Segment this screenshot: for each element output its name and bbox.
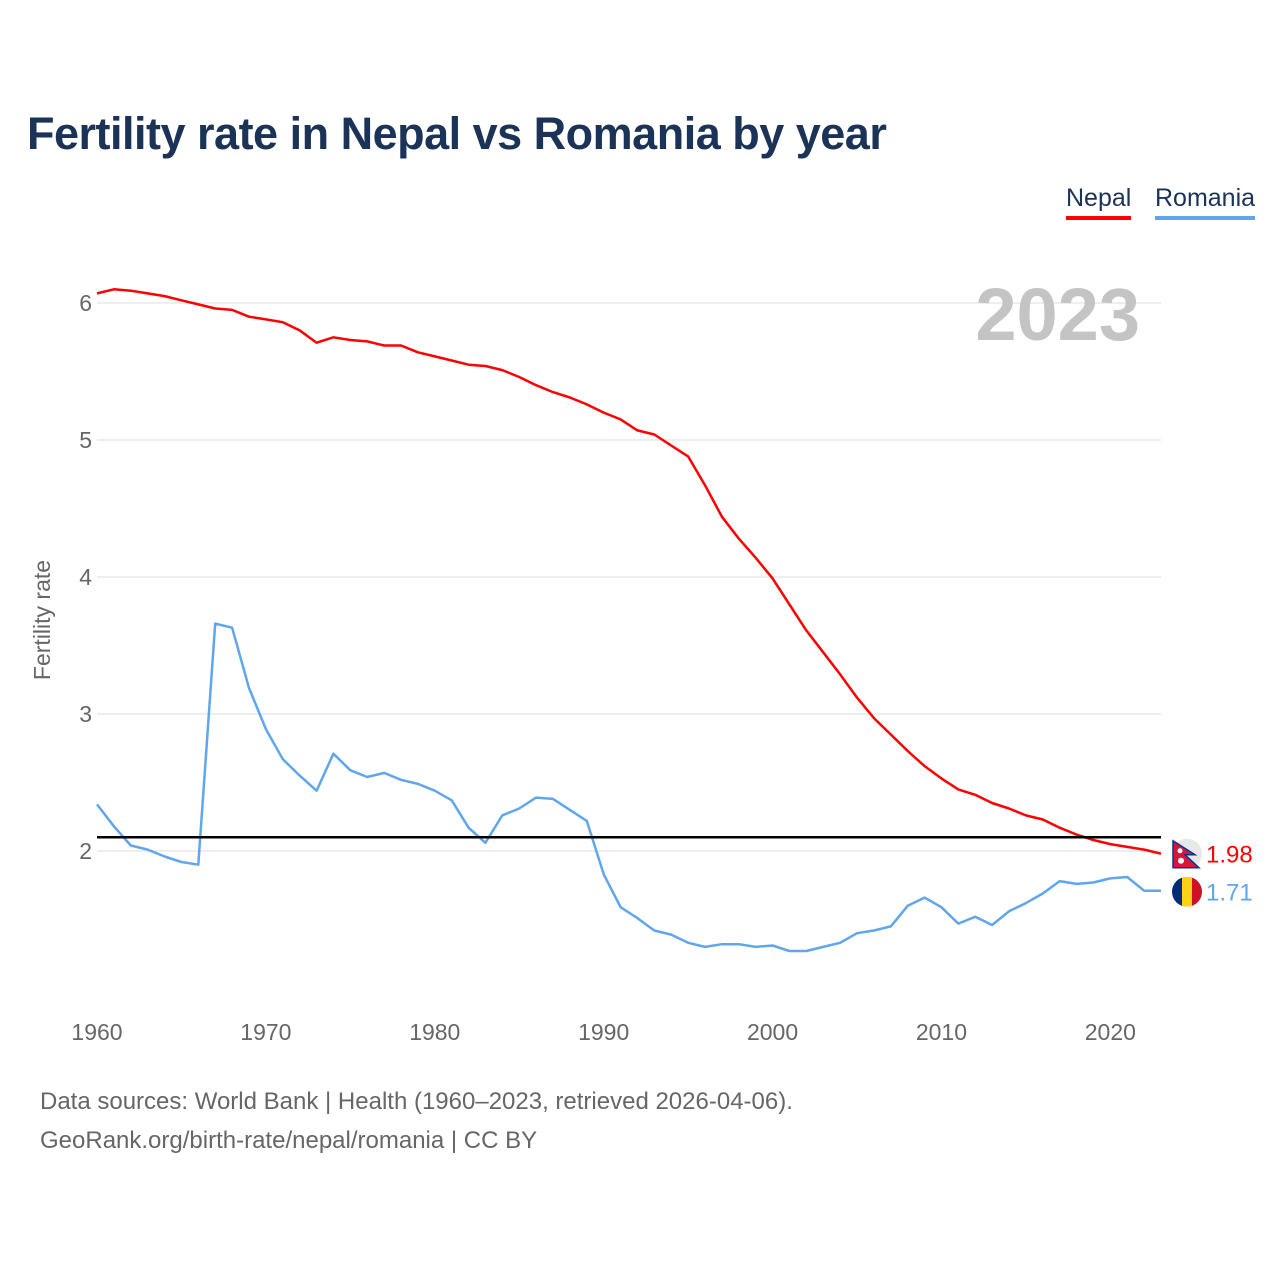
x-tick-label: 1980 bbox=[409, 1019, 460, 1045]
footer-credit[interactable]: GeoRank.org/birth-rate/nepal/romania | C… bbox=[40, 1127, 538, 1154]
y-tick-label: 4 bbox=[79, 564, 92, 590]
romania-flag-icon bbox=[1172, 876, 1202, 907]
chart-title: Fertility rate in Nepal vs Romania by ye… bbox=[27, 108, 887, 159]
x-tick-label: 2020 bbox=[1085, 1019, 1136, 1045]
x-tick-label: 1960 bbox=[71, 1019, 122, 1045]
y-tick-label: 5 bbox=[79, 427, 92, 453]
flag-stripe bbox=[1172, 876, 1182, 907]
legend-nepal[interactable]: Nepal bbox=[1066, 184, 1132, 220]
year-watermark: 2023 bbox=[975, 273, 1140, 356]
y-tick-label: 2 bbox=[79, 838, 92, 864]
flag-sun bbox=[1178, 857, 1184, 864]
series-line-nepal bbox=[96, 288, 1162, 855]
x-tick-label: 2010 bbox=[916, 1019, 967, 1045]
x-tick-label: 1970 bbox=[240, 1019, 291, 1045]
nepal-flag-icon bbox=[1172, 838, 1202, 869]
flag-stripe bbox=[1182, 876, 1192, 907]
y-axis-label: Fertility rate bbox=[29, 560, 55, 680]
y-tick-label: 6 bbox=[79, 290, 92, 316]
series-line-romania bbox=[96, 622, 1161, 953]
x-tick-label: 1990 bbox=[578, 1019, 629, 1045]
y-tick-label: 3 bbox=[79, 701, 92, 727]
flag-stripe bbox=[1192, 876, 1202, 907]
flag-moon bbox=[1177, 848, 1183, 854]
end-value-label-romania: 1.71 bbox=[1206, 880, 1253, 907]
legend-romania[interactable]: Romania bbox=[1155, 184, 1256, 220]
footer-sources: Data sources: World Bank | Health (1960–… bbox=[40, 1088, 793, 1115]
end-value-label-nepal: 1.98 bbox=[1206, 842, 1253, 869]
x-tick-label: 2000 bbox=[747, 1019, 798, 1045]
